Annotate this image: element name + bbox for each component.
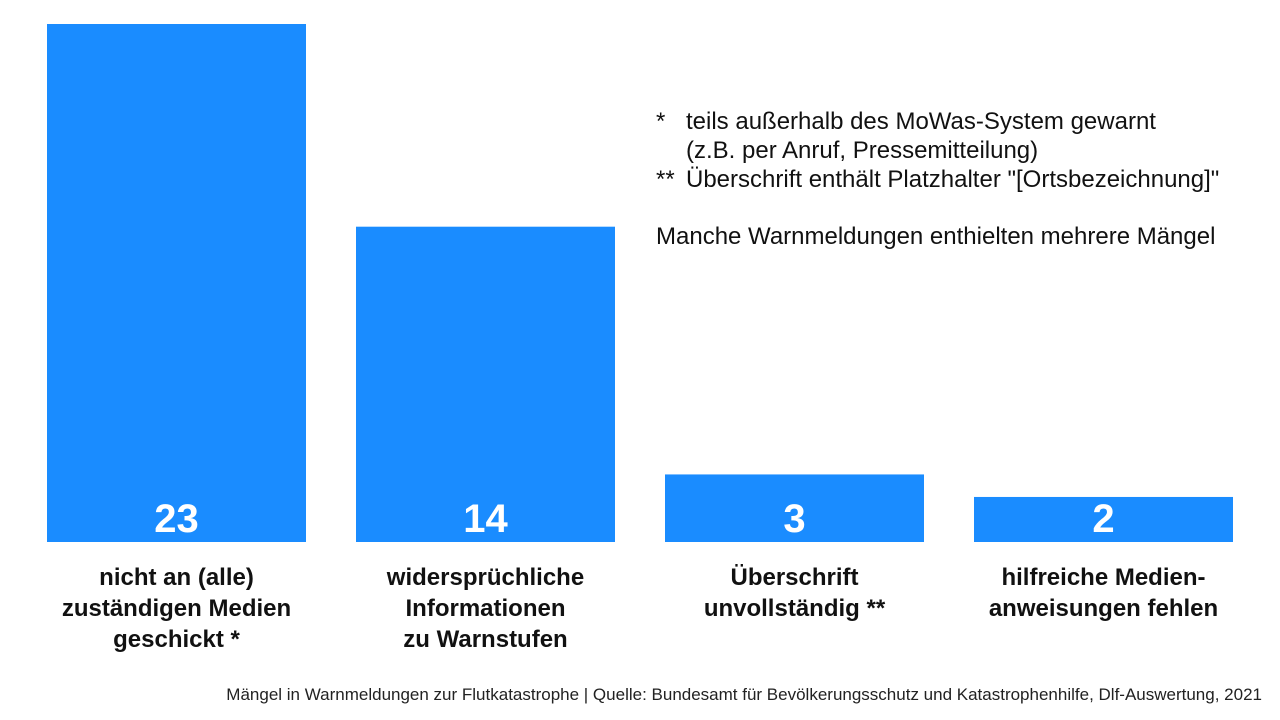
bar-value-label-2: 14 [463,497,508,541]
category-label-1-line-3: geschickt * [113,626,240,653]
category-label-4-line-1: hilfreiche Medien- [1001,564,1205,591]
bar-value-label-1: 23 [154,497,199,541]
bar-value-label-3: 3 [783,497,805,541]
bar-1 [47,24,306,542]
category-label-4-line-2: anweisungen fehlen [989,595,1218,622]
category-label-4: hilfreiche Medien-anweisungen fehlen [989,564,1218,622]
bar-4 [974,496,1233,542]
bar-2 [356,226,615,542]
category-label-2-line-2: Informationen [406,595,566,622]
footnote-1-mark: * [656,108,666,135]
footnote-1-text-line2: (z.B. per Anruf, Pressemitteilung) [686,137,1039,164]
footnote-2: ** Überschrift enthält Platzhalter "[Ort… [656,165,1219,194]
category-label-1-line-2: zuständigen Medien [62,595,291,622]
source-caption: Mängel in Warnmeldungen zur Flutkatastro… [226,685,1262,704]
category-label-2: widersprüchliche Informationen zu Warnstuf… [386,564,584,653]
footnote-1: * teils außerhalb des MoWas-System gewar… [656,107,1219,136]
category-label-3-line-1: Überschrift [730,564,858,591]
category-label-3-line-2: unvollständig ** [704,595,886,622]
category-label-3: Überschrift unvollständig ** [704,564,886,622]
multiple-defects-note: Manche Warnmeldungen enthielten mehrere … [656,223,1216,250]
bar-value-label-4: 2 [1092,497,1114,541]
category-label-2-line-3: zu Warnstufen [403,626,567,653]
footnote-1-continuation: (z.B. per Anruf, Pressemitteilung) [656,136,1219,165]
chart-notes: * teils außerhalb des MoWas-System gewar… [656,107,1219,251]
footnote-2-mark: ** [656,166,675,193]
category-label-1-line-1: nicht an (alle) [99,564,254,591]
category-label-1: nicht an (alle) zuständigen Medien geschic… [62,564,291,653]
bar-3 [665,474,924,542]
category-label-2-line-1: widersprüchliche [386,564,584,591]
footnote-2-text: Überschrift enthält Platzhalter "[Ortsbe… [686,166,1220,193]
footnote-1-text: teils außerhalb des MoWas-System gewarnt [686,108,1156,135]
